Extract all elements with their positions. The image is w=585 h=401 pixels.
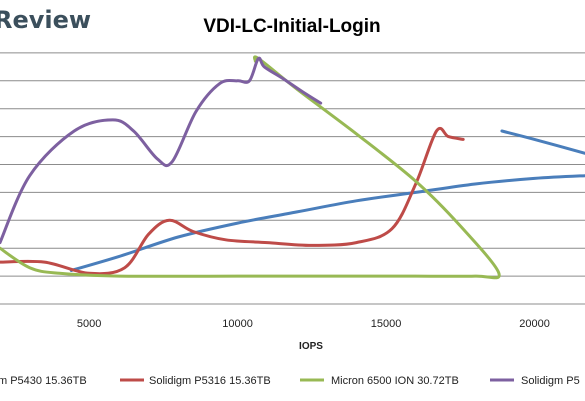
chart-title: VDI-LC-Initial-Login [203,16,380,37]
legend-label-2: Solidigm P5316 15.36TB [149,375,271,387]
legend: m P5430 15.36TB Solidigm P5316 15.36TB Mic… [0,375,580,387]
legend-label-4: Solidigm P5 [521,375,580,387]
x-axis-ticks: 5000 10000 15000 20000 [77,318,550,330]
legend-label-1: m P5430 15.36TB [0,375,87,387]
x-axis-label: IOPS [299,341,323,352]
series-line-2 [500,129,585,155]
x-tick-label-20000: 20000 [519,318,550,330]
x-tick-label-15000: 15000 [371,318,402,330]
legend-label-3: Micron 6500 ION 30.72TB [331,375,459,387]
x-tick-label-5000: 5000 [77,318,101,330]
x-tick-label-10000: 10000 [222,318,253,330]
series-line-5 [0,56,323,245]
plot-area [0,55,585,280]
brand-wordmark: Review [0,6,91,34]
series-line-4 [0,55,501,280]
series-line-1 [69,174,585,272]
series-line-3 [0,126,465,276]
